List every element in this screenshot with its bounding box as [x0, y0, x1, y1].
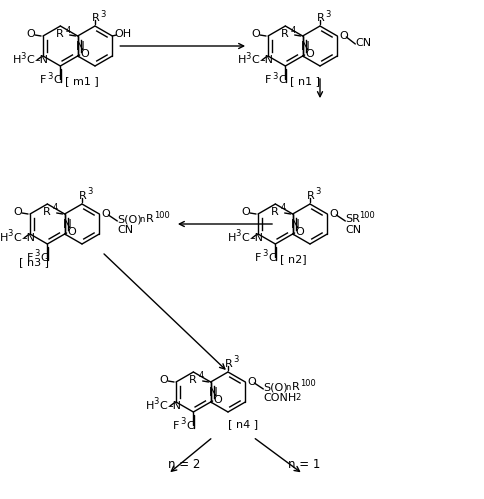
Text: 3: 3	[34, 250, 40, 258]
Text: C: C	[241, 233, 249, 243]
Text: N: N	[291, 218, 300, 231]
Text: R: R	[146, 214, 154, 224]
Text: [ n1 ]: [ n1 ]	[290, 76, 320, 86]
Text: R: R	[79, 191, 87, 201]
Text: 3: 3	[100, 9, 106, 18]
Text: R: R	[271, 207, 278, 217]
Text: O: O	[329, 209, 338, 219]
Text: R: R	[281, 29, 288, 39]
Text: 4: 4	[281, 204, 286, 213]
Text: 3: 3	[272, 71, 278, 80]
Text: N: N	[302, 39, 310, 52]
Text: 4: 4	[198, 371, 204, 381]
Text: S(O): S(O)	[263, 382, 288, 392]
Text: 100: 100	[154, 211, 170, 220]
Text: F: F	[40, 75, 47, 85]
Text: O: O	[247, 377, 256, 387]
Text: O: O	[14, 207, 22, 217]
Text: H: H	[228, 233, 236, 243]
Text: S(O): S(O)	[117, 214, 142, 224]
Text: O: O	[296, 227, 304, 237]
Text: OH: OH	[114, 29, 132, 39]
Text: [ n4 ]: [ n4 ]	[228, 419, 258, 429]
Text: O: O	[27, 29, 35, 39]
Text: 100: 100	[300, 379, 316, 388]
Text: H: H	[146, 401, 154, 411]
Text: –N: –N	[259, 55, 273, 65]
Text: O: O	[160, 375, 168, 385]
Text: R: R	[225, 359, 233, 369]
Text: R: R	[43, 207, 50, 217]
Text: –N: –N	[167, 401, 181, 411]
Text: 3: 3	[325, 9, 331, 18]
Text: [ n3 ]: [ n3 ]	[19, 257, 49, 267]
Text: 4: 4	[291, 25, 296, 34]
Text: n = 1: n = 1	[288, 458, 320, 471]
Text: O: O	[252, 29, 260, 39]
Text: 3: 3	[153, 398, 158, 407]
Text: C: C	[40, 253, 48, 263]
Text: R: R	[92, 13, 100, 23]
Text: 3: 3	[235, 230, 241, 239]
Text: O: O	[339, 31, 348, 41]
Text: H: H	[0, 233, 8, 243]
Text: R: R	[189, 375, 197, 385]
Text: F: F	[173, 421, 180, 431]
Text: 4: 4	[66, 25, 71, 34]
Text: C: C	[53, 75, 61, 85]
Text: –N: –N	[21, 233, 35, 243]
Text: C: C	[159, 401, 167, 411]
Text: n: n	[286, 383, 291, 392]
Text: C: C	[278, 75, 286, 85]
Text: CN: CN	[355, 38, 371, 48]
Text: O: O	[213, 395, 223, 405]
Text: 100: 100	[359, 211, 375, 220]
Text: F: F	[256, 253, 262, 263]
Text: F: F	[265, 75, 272, 85]
Text: 3: 3	[87, 188, 92, 197]
Text: R: R	[292, 382, 300, 392]
Text: O: O	[68, 227, 76, 237]
Text: O: O	[101, 209, 110, 219]
Text: R: R	[56, 29, 63, 39]
Text: C: C	[186, 421, 194, 431]
Text: 3: 3	[262, 250, 268, 258]
Text: CONH: CONH	[263, 393, 297, 403]
Text: 3: 3	[315, 188, 320, 197]
Text: O: O	[81, 49, 90, 59]
Text: 3: 3	[245, 51, 250, 60]
Text: O: O	[306, 49, 315, 59]
Text: SR: SR	[345, 214, 360, 224]
Text: CN: CN	[117, 225, 134, 235]
Text: n: n	[139, 215, 145, 224]
Text: H: H	[238, 55, 246, 65]
Text: [ n2]: [ n2]	[280, 254, 307, 264]
Text: C: C	[13, 233, 21, 243]
Text: N: N	[63, 218, 72, 231]
Text: R: R	[317, 13, 325, 23]
Text: CN: CN	[345, 225, 362, 235]
Text: O: O	[242, 207, 250, 217]
Text: n = 2: n = 2	[168, 458, 200, 471]
Text: C: C	[251, 55, 259, 65]
Text: –N: –N	[34, 55, 48, 65]
Text: F: F	[28, 253, 34, 263]
Text: –N: –N	[249, 233, 263, 243]
Text: N: N	[209, 386, 218, 399]
Text: R: R	[307, 191, 315, 201]
Text: N: N	[76, 39, 85, 52]
Text: 3: 3	[233, 355, 239, 364]
Text: 3: 3	[47, 71, 53, 80]
Text: C: C	[26, 55, 34, 65]
Text: [ m1 ]: [ m1 ]	[65, 76, 99, 86]
Text: 3: 3	[7, 230, 13, 239]
Text: 2: 2	[295, 394, 301, 403]
Text: 4: 4	[53, 204, 58, 213]
Text: C: C	[268, 253, 276, 263]
Text: 3: 3	[181, 418, 186, 427]
Text: 3: 3	[20, 51, 26, 60]
Text: H: H	[13, 55, 21, 65]
